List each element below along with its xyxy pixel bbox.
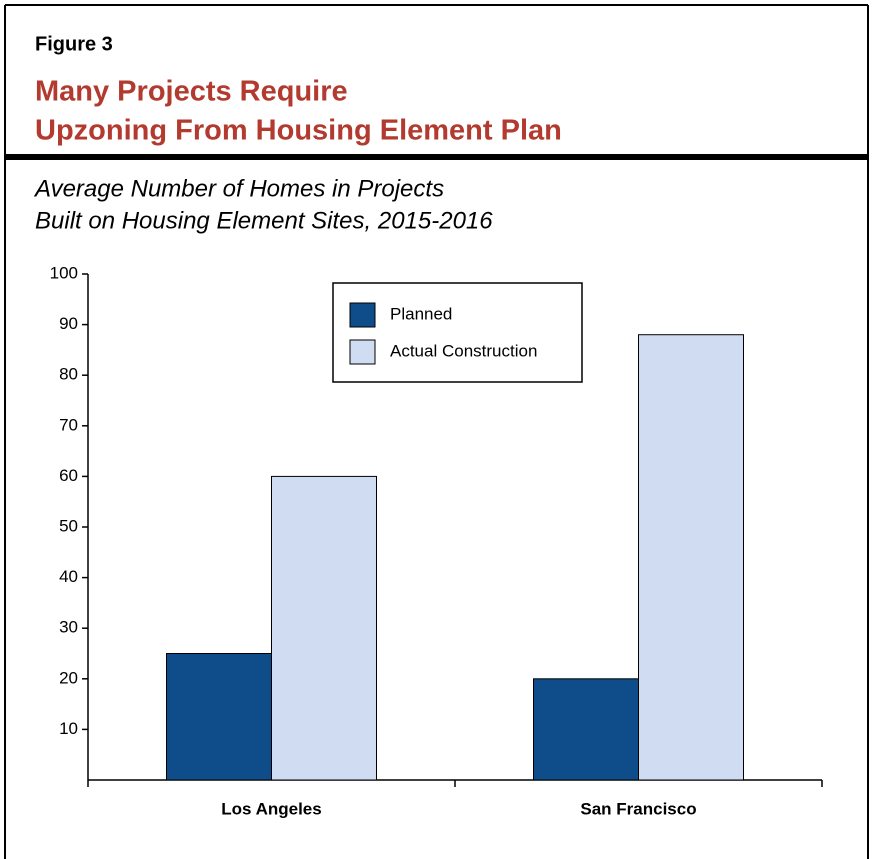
- y-tick-label: 100: [50, 263, 78, 282]
- y-tick-label: 90: [59, 314, 78, 333]
- bar: [166, 653, 272, 781]
- y-tick-label: 20: [59, 668, 78, 687]
- legend-label: Actual Construction: [390, 341, 537, 360]
- legend-swatch: [349, 339, 376, 365]
- bar: [271, 475, 377, 781]
- bar: [533, 678, 639, 781]
- y-tick-label: 60: [59, 466, 78, 485]
- y-tick-label: 50: [59, 516, 78, 535]
- bar: [638, 334, 744, 781]
- legend-swatch: [349, 302, 376, 328]
- legend-box: [332, 282, 583, 383]
- chart-title: Upzoning From Housing Element Plan: [35, 115, 562, 147]
- y-tick-label: 80: [59, 365, 78, 384]
- y-tick-label: 10: [59, 719, 78, 738]
- subtitle: Built on Housing Element Sites, 2015-201…: [35, 207, 493, 234]
- figure-label: Figure 3: [35, 33, 113, 55]
- y-tick-label: 30: [59, 618, 78, 637]
- y-tick-label: 70: [59, 415, 78, 434]
- y-tick-label: 40: [59, 567, 78, 586]
- x-tick-label: San Francisco: [580, 799, 696, 818]
- subtitle: Average Number of Homes in Projects: [33, 175, 444, 202]
- legend-label: Planned: [390, 304, 452, 323]
- x-tick-label: Los Angeles: [221, 799, 321, 818]
- chart-title: Many Projects Require: [35, 76, 348, 108]
